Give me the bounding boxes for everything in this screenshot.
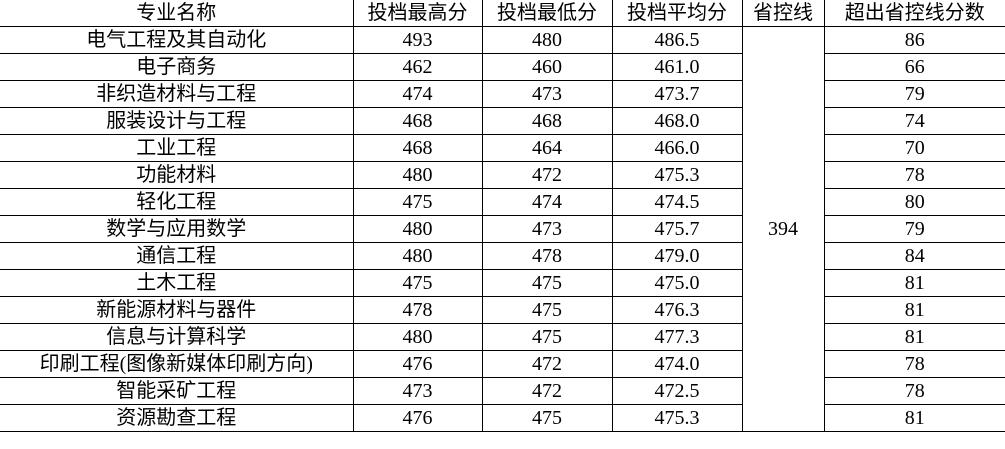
over-line-cell: 86 [823,26,1005,54]
max-score-cell: 468 [352,107,483,135]
table-row: 轻化工程 475 474 474.5 80 [0,188,1005,216]
avg-score-cell: 473.7 [611,80,743,108]
min-score-cell: 473 [481,215,613,243]
table-row: 通信工程 480 478 479.0 84 [0,242,1005,270]
max-score-cell: 473 [352,377,483,405]
avg-score-cell: 486.5 [611,26,743,54]
min-score-cell: 472 [481,161,613,189]
table-row: 数学与应用数学 480 473 475.7 79 [0,215,1005,243]
major-cell: 功能材料 [0,161,354,189]
major-cell: 通信工程 [0,242,354,270]
min-score-cell: 464 [481,134,613,162]
table-row: 电子商务 462 460 461.0 66 [0,53,1005,81]
over-line-cell: 74 [823,107,1005,135]
min-score-cell: 460 [481,53,613,81]
min-score-cell: 475 [481,296,613,324]
major-cell: 资源勘查工程 [0,404,354,432]
major-cell: 新能源材料与器件 [0,296,354,324]
table-row: 服装设计与工程 468 468 468.0 74 [0,107,1005,135]
major-cell: 服装设计与工程 [0,107,354,135]
header-province-line: 省控线 [741,0,825,27]
over-line-cell: 84 [823,242,1005,270]
over-line-cell: 81 [823,404,1005,432]
header-major: 专业名称 [0,0,354,27]
max-score-cell: 475 [352,269,483,297]
major-cell: 智能采矿工程 [0,377,354,405]
admission-score-table: 专业名称 投档最高分 投档最低分 投档平均分 省控线 超出省控线分数 电气工程及… [0,0,1005,432]
max-score-cell: 480 [352,215,483,243]
major-cell: 印刷工程(图像新媒体印刷方向) [0,350,354,378]
max-score-cell: 478 [352,296,483,324]
min-score-cell: 480 [481,26,613,54]
avg-score-cell: 475.3 [611,161,743,189]
major-cell: 非织造材料与工程 [0,80,354,108]
max-score-cell: 468 [352,134,483,162]
table-row: 土木工程 475 475 475.0 81 [0,269,1005,297]
major-cell: 信息与计算科学 [0,323,354,351]
header-avg: 投档平均分 [611,0,743,27]
avg-score-cell: 475.0 [611,269,743,297]
max-score-cell: 474 [352,80,483,108]
over-line-cell: 66 [823,53,1005,81]
avg-score-cell: 466.0 [611,134,743,162]
max-score-cell: 475 [352,188,483,216]
table-row: 工业工程 468 464 466.0 70 [0,134,1005,162]
min-score-cell: 475 [481,269,613,297]
over-line-cell: 78 [823,350,1005,378]
avg-score-cell: 479.0 [611,242,743,270]
header-min: 投档最低分 [481,0,613,27]
min-score-cell: 475 [481,323,613,351]
header-over: 超出省控线分数 [823,0,1005,27]
over-line-cell: 80 [823,188,1005,216]
max-score-cell: 480 [352,323,483,351]
avg-score-cell: 474.5 [611,188,743,216]
table-row: 资源勘查工程 476 475 475.3 81 [0,404,1005,432]
over-line-cell: 81 [823,323,1005,351]
avg-score-cell: 476.3 [611,296,743,324]
min-score-cell: 472 [481,350,613,378]
major-cell: 工业工程 [0,134,354,162]
min-score-cell: 472 [481,377,613,405]
avg-score-cell: 474.0 [611,350,743,378]
table-row: 功能材料 480 472 475.3 78 [0,161,1005,189]
min-score-cell: 468 [481,107,613,135]
table-row: 智能采矿工程 473 472 472.5 78 [0,377,1005,405]
avg-score-cell: 475.7 [611,215,743,243]
avg-score-cell: 461.0 [611,53,743,81]
major-cell: 数学与应用数学 [0,215,354,243]
min-score-cell: 474 [481,188,613,216]
max-score-cell: 476 [352,350,483,378]
min-score-cell: 478 [481,242,613,270]
max-score-cell: 493 [352,26,483,54]
max-score-cell: 480 [352,161,483,189]
avg-score-cell: 477.3 [611,323,743,351]
over-line-cell: 81 [823,269,1005,297]
avg-score-cell: 468.0 [611,107,743,135]
table-row: 非织造材料与工程 474 473 473.7 79 [0,80,1005,108]
avg-score-cell: 475.3 [611,404,743,432]
table-row: 新能源材料与器件 478 475 476.3 81 [0,296,1005,324]
max-score-cell: 480 [352,242,483,270]
max-score-cell: 476 [352,404,483,432]
table-row: 信息与计算科学 480 475 477.3 81 [0,323,1005,351]
avg-score-cell: 472.5 [611,377,743,405]
over-line-cell: 70 [823,134,1005,162]
over-line-cell: 79 [823,80,1005,108]
province-line-cell: 394 [741,26,825,432]
table-row: 电气工程及其自动化 493 480 486.5 394 86 [0,26,1005,432]
min-score-cell: 475 [481,404,613,432]
major-cell: 电子商务 [0,53,354,81]
header-row: 专业名称 投档最高分 投档最低分 投档平均分 省控线 超出省控线分数 [0,0,1005,27]
major-cell: 电气工程及其自动化 [0,26,354,54]
over-line-cell: 78 [823,161,1005,189]
over-line-cell: 81 [823,296,1005,324]
header-max: 投档最高分 [352,0,483,27]
over-line-cell: 79 [823,215,1005,243]
major-cell: 土木工程 [0,269,354,297]
major-cell: 轻化工程 [0,188,354,216]
table-row: 印刷工程(图像新媒体印刷方向) 476 472 474.0 78 [0,350,1005,378]
min-score-cell: 473 [481,80,613,108]
max-score-cell: 462 [352,53,483,81]
over-line-cell: 78 [823,377,1005,405]
